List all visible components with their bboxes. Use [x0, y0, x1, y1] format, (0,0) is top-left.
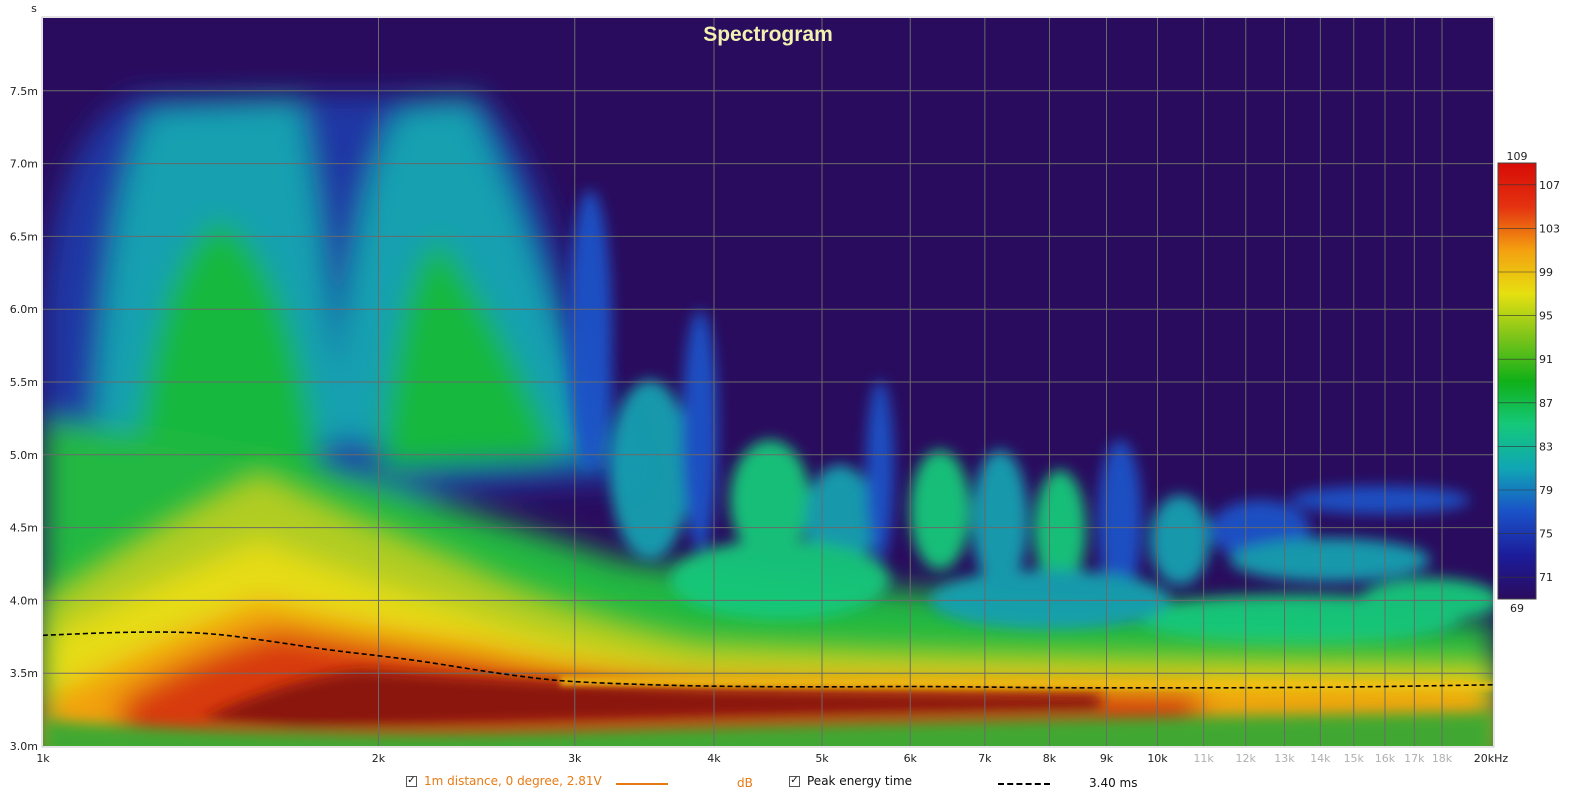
x-tick-label: 20kHz [1474, 752, 1509, 765]
x-tick-label: 9k [1100, 752, 1114, 765]
y-tick-labels: 3.0m 3.5m 4.0m 4.5m 5.0m 5.5m 6.0m 6.5m 7.0m 7.5m [10, 85, 38, 753]
x-tick-label: 11k [1193, 752, 1214, 765]
colorbar-max-label: 109 [1507, 150, 1528, 163]
x-tick-label: 10k [1147, 752, 1168, 765]
x-tick-label: 12k [1236, 752, 1257, 765]
colorbar-ticks: 71 75 79 83 87 91 95 99 103 107 [1498, 179, 1560, 584]
colorbar-tick-label: 103 [1539, 222, 1560, 235]
colorbar-tick-label: 79 [1539, 484, 1553, 497]
x-tick-label: 4k [707, 752, 721, 765]
spectrogram-heat [43, 95, 1493, 746]
peak-label: Peak energy time [807, 774, 913, 788]
chart-title: Spectrogram [703, 23, 833, 46]
series-line-swatch [616, 783, 668, 785]
x-tick-label: 6k [904, 752, 918, 765]
x-tick-label: 17k [1404, 752, 1425, 765]
y-tick-label: 5.0m [10, 449, 38, 462]
x-tick-label: 16k [1375, 752, 1396, 765]
colorbar-tick-label: 87 [1539, 397, 1553, 410]
colorbar-tick-label: 91 [1539, 353, 1553, 366]
peak-value: 3.40 ms [1089, 776, 1138, 790]
x-tick-label: 2k [372, 752, 386, 765]
y-tick-label: 4.0m [10, 594, 38, 607]
grid-lines [43, 18, 1493, 746]
y-tick-label: 4.5m [10, 522, 38, 535]
colorbar-gradient [1497, 162, 1537, 600]
y-tick-label: 5.5m [10, 376, 38, 389]
y-tick-label: 7.0m [10, 158, 38, 171]
x-tick-label: 1k [36, 752, 50, 765]
colorbar-tick-label: 99 [1539, 266, 1553, 279]
series-unit: dB [737, 776, 753, 790]
legend-series-item[interactable]: ✓ 1m distance, 0 degree, 2.81V [406, 774, 602, 788]
x-tick-label: 7k [978, 752, 992, 765]
x-tick-label: 18k [1432, 752, 1453, 765]
series-label: 1m distance, 0 degree, 2.81V [424, 774, 602, 788]
colorbar-tick-label: 95 [1539, 310, 1553, 323]
legend: ✓ 1m distance, 0 degree, 2.81V dB ✓ Peak… [0, 772, 1590, 794]
plot-frame [41, 16, 1495, 748]
peak-line-swatch [998, 783, 1050, 785]
colorbar-min-label: 69 [1510, 602, 1524, 615]
x-tick-label: 5k [815, 752, 829, 765]
colorbar-tick-label: 71 [1539, 571, 1553, 584]
peak-energy-time-curve [43, 631, 1493, 689]
y-tick-label: 7.5m [10, 85, 38, 98]
colorbar-tick-label: 75 [1539, 528, 1553, 541]
x-tick-label: 13k [1274, 752, 1295, 765]
series-checkbox[interactable]: ✓ [406, 775, 417, 787]
colorbar-tick-label: 107 [1539, 179, 1560, 192]
y-tick-label: 3.5m [10, 667, 38, 680]
x-tick-labels: 1k 2k 3k 4k 5k 6k 7k 8k 9k 10k 11k 12k 13k 14k 15k 16k 1… [36, 752, 1508, 765]
x-tick-label: 8k [1043, 752, 1057, 765]
x-tick-label: 3k [568, 752, 582, 765]
y-tick-label: 6.0m [10, 303, 38, 316]
colorbar-tick-label: 83 [1539, 440, 1553, 453]
y-tick-label: 6.5m [10, 230, 38, 243]
x-tick-label: 15k [1344, 752, 1365, 765]
x-tick-label: 14k [1310, 752, 1331, 765]
colorbar: 109 69 71 75 79 83 87 91 95 99 103 107 [1497, 150, 1560, 615]
legend-peak-item[interactable]: ✓ Peak energy time [789, 774, 912, 788]
y-tick-label: 3.0m [10, 740, 38, 753]
y-axis-unit: s [31, 2, 37, 15]
peak-checkbox[interactable]: ✓ [789, 775, 800, 787]
